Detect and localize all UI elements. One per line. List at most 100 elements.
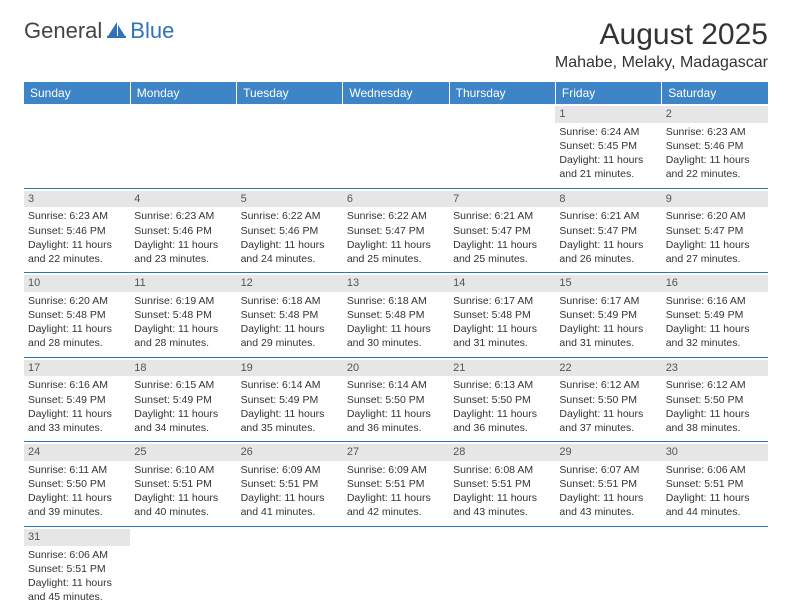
calendar-cell: 12Sunrise: 6:18 AMSunset: 5:48 PMDayligh… [237, 273, 343, 358]
sunrise-line: Sunrise: 6:08 AM [453, 463, 551, 477]
sunset-line: Sunset: 5:50 PM [28, 477, 126, 491]
sunset-line: Sunset: 5:50 PM [666, 393, 764, 407]
calendar-cell: 9Sunrise: 6:20 AMSunset: 5:47 PMDaylight… [662, 188, 768, 273]
calendar-cell [237, 104, 343, 188]
sunrise-line: Sunrise: 6:19 AM [134, 294, 232, 308]
day-number: 10 [24, 275, 130, 292]
sunset-line: Sunset: 5:51 PM [134, 477, 232, 491]
calendar-cell [449, 526, 555, 610]
daylight-line: Daylight: 11 hours and 36 minutes. [453, 407, 551, 435]
daylight-line: Daylight: 11 hours and 34 minutes. [134, 407, 232, 435]
calendar-cell: 24Sunrise: 6:11 AMSunset: 5:50 PMDayligh… [24, 442, 130, 527]
sunset-line: Sunset: 5:46 PM [28, 224, 126, 238]
sunset-line: Sunset: 5:51 PM [666, 477, 764, 491]
sunset-line: Sunset: 5:46 PM [134, 224, 232, 238]
calendar-cell: 28Sunrise: 6:08 AMSunset: 5:51 PMDayligh… [449, 442, 555, 527]
sunrise-line: Sunrise: 6:06 AM [28, 548, 126, 562]
calendar-cell [130, 526, 236, 610]
calendar-cell: 21Sunrise: 6:13 AMSunset: 5:50 PMDayligh… [449, 357, 555, 442]
sunset-line: Sunset: 5:51 PM [453, 477, 551, 491]
calendar-cell: 18Sunrise: 6:15 AMSunset: 5:49 PMDayligh… [130, 357, 236, 442]
sunset-line: Sunset: 5:49 PM [134, 393, 232, 407]
sunset-line: Sunset: 5:45 PM [559, 139, 657, 153]
daylight-line: Daylight: 11 hours and 29 minutes. [241, 322, 339, 350]
daylight-line: Daylight: 11 hours and 30 minutes. [347, 322, 445, 350]
day-header: Tuesday [237, 82, 343, 104]
calendar-cell [449, 104, 555, 188]
sunset-line: Sunset: 5:48 PM [241, 308, 339, 322]
calendar-cell [24, 104, 130, 188]
daylight-line: Daylight: 11 hours and 39 minutes. [28, 491, 126, 519]
daylight-line: Daylight: 11 hours and 36 minutes. [347, 407, 445, 435]
calendar-week: 3Sunrise: 6:23 AMSunset: 5:46 PMDaylight… [24, 188, 768, 273]
day-number: 2 [662, 106, 768, 123]
daylight-line: Daylight: 11 hours and 25 minutes. [347, 238, 445, 266]
sunrise-line: Sunrise: 6:24 AM [559, 125, 657, 139]
calendar-cell: 7Sunrise: 6:21 AMSunset: 5:47 PMDaylight… [449, 188, 555, 273]
calendar-week: 17Sunrise: 6:16 AMSunset: 5:49 PMDayligh… [24, 357, 768, 442]
day-header: Saturday [662, 82, 768, 104]
daylight-line: Daylight: 11 hours and 31 minutes. [453, 322, 551, 350]
sunrise-line: Sunrise: 6:16 AM [666, 294, 764, 308]
sunset-line: Sunset: 5:50 PM [347, 393, 445, 407]
sunset-line: Sunset: 5:50 PM [559, 393, 657, 407]
sunrise-line: Sunrise: 6:06 AM [666, 463, 764, 477]
day-number: 14 [449, 275, 555, 292]
sunset-line: Sunset: 5:47 PM [453, 224, 551, 238]
calendar-cell: 13Sunrise: 6:18 AMSunset: 5:48 PMDayligh… [343, 273, 449, 358]
calendar-cell: 10Sunrise: 6:20 AMSunset: 5:48 PMDayligh… [24, 273, 130, 358]
sunset-line: Sunset: 5:47 PM [666, 224, 764, 238]
daylight-line: Daylight: 11 hours and 21 minutes. [559, 153, 657, 181]
calendar-week: 31Sunrise: 6:06 AMSunset: 5:51 PMDayligh… [24, 526, 768, 610]
day-number: 15 [555, 275, 661, 292]
day-header: Thursday [449, 82, 555, 104]
daylight-line: Daylight: 11 hours and 25 minutes. [453, 238, 551, 266]
location-text: Mahabe, Melaky, Madagascar [555, 54, 768, 72]
calendar-cell: 14Sunrise: 6:17 AMSunset: 5:48 PMDayligh… [449, 273, 555, 358]
calendar-week: 10Sunrise: 6:20 AMSunset: 5:48 PMDayligh… [24, 273, 768, 358]
day-number: 30 [662, 444, 768, 461]
sunrise-line: Sunrise: 6:17 AM [559, 294, 657, 308]
day-number: 31 [24, 529, 130, 546]
calendar-cell: 31Sunrise: 6:06 AMSunset: 5:51 PMDayligh… [24, 526, 130, 610]
daylight-line: Daylight: 11 hours and 43 minutes. [453, 491, 551, 519]
day-header: Sunday [24, 82, 130, 104]
sunset-line: Sunset: 5:49 PM [241, 393, 339, 407]
calendar-cell: 11Sunrise: 6:19 AMSunset: 5:48 PMDayligh… [130, 273, 236, 358]
day-number: 16 [662, 275, 768, 292]
calendar-cell: 23Sunrise: 6:12 AMSunset: 5:50 PMDayligh… [662, 357, 768, 442]
sunset-line: Sunset: 5:46 PM [241, 224, 339, 238]
calendar-table: SundayMondayTuesdayWednesdayThursdayFrid… [24, 82, 768, 610]
day-number: 7 [449, 191, 555, 208]
sunset-line: Sunset: 5:50 PM [453, 393, 551, 407]
calendar-cell [662, 526, 768, 610]
daylight-line: Daylight: 11 hours and 22 minutes. [28, 238, 126, 266]
calendar-cell: 19Sunrise: 6:14 AMSunset: 5:49 PMDayligh… [237, 357, 343, 442]
daylight-line: Daylight: 11 hours and 43 minutes. [559, 491, 657, 519]
sunrise-line: Sunrise: 6:20 AM [28, 294, 126, 308]
sunrise-line: Sunrise: 6:12 AM [666, 378, 764, 392]
calendar-cell: 20Sunrise: 6:14 AMSunset: 5:50 PMDayligh… [343, 357, 449, 442]
day-number: 17 [24, 360, 130, 377]
calendar-cell: 2Sunrise: 6:23 AMSunset: 5:46 PMDaylight… [662, 104, 768, 188]
calendar-cell: 1Sunrise: 6:24 AMSunset: 5:45 PMDaylight… [555, 104, 661, 188]
title-block: August 2025 Mahabe, Melaky, Madagascar [555, 18, 768, 72]
sunrise-line: Sunrise: 6:20 AM [666, 209, 764, 223]
sunset-line: Sunset: 5:51 PM [28, 562, 126, 576]
sunrise-line: Sunrise: 6:17 AM [453, 294, 551, 308]
daylight-line: Daylight: 11 hours and 37 minutes. [559, 407, 657, 435]
day-header: Wednesday [343, 82, 449, 104]
sunrise-line: Sunrise: 6:15 AM [134, 378, 232, 392]
calendar-cell [343, 104, 449, 188]
calendar-cell: 29Sunrise: 6:07 AMSunset: 5:51 PMDayligh… [555, 442, 661, 527]
daylight-line: Daylight: 11 hours and 33 minutes. [28, 407, 126, 435]
daylight-line: Daylight: 11 hours and 24 minutes. [241, 238, 339, 266]
sunrise-line: Sunrise: 6:22 AM [347, 209, 445, 223]
day-number: 26 [237, 444, 343, 461]
calendar-cell: 4Sunrise: 6:23 AMSunset: 5:46 PMDaylight… [130, 188, 236, 273]
sunrise-line: Sunrise: 6:14 AM [347, 378, 445, 392]
day-number: 8 [555, 191, 661, 208]
day-number: 21 [449, 360, 555, 377]
day-number: 25 [130, 444, 236, 461]
calendar-cell: 16Sunrise: 6:16 AMSunset: 5:49 PMDayligh… [662, 273, 768, 358]
